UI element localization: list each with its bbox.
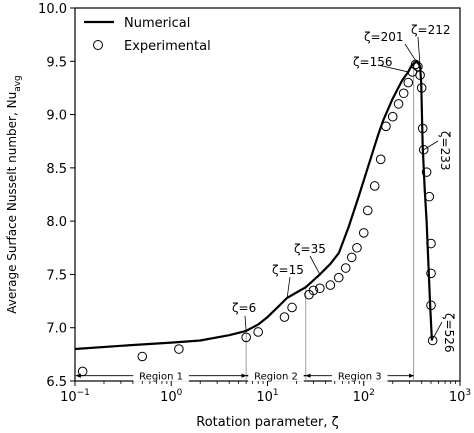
- annotation-label: ζ=6: [232, 301, 256, 315]
- legend-marker-swatch: [93, 40, 103, 50]
- region-label: Region 1: [139, 372, 183, 383]
- experimental-point: [387, 111, 398, 122]
- experimental-point: [315, 283, 325, 294]
- experimental-point: [369, 181, 380, 191]
- y-tick-label: 10.0: [38, 2, 67, 17]
- region-boundary-lines: [245, 61, 415, 381]
- numerical-line: [74, 60, 433, 351]
- experimental-point: [427, 335, 438, 346]
- experimental-point: [287, 302, 297, 313]
- annotation-leader: [417, 36, 421, 67]
- experimental-point: [426, 238, 436, 249]
- experimental-point: [417, 123, 428, 134]
- annotation-leader: [404, 43, 417, 62]
- y-tick-label: 7.0: [46, 322, 67, 337]
- experimental-point: [426, 300, 436, 311]
- region-label-bg: [331, 368, 388, 382]
- experimental-point: [340, 263, 351, 273]
- series-layer: [74, 59, 438, 377]
- axes-layer: 10−1 100 101 102 103 6.5 7.0 7.5 8.0 8.5 9.0 9.5 10.…: [38, 2, 471, 405]
- experimental-point: [253, 327, 263, 337]
- experimental-point: [241, 332, 251, 343]
- experimental-point: [426, 268, 436, 279]
- experimental-point: [333, 272, 344, 283]
- region-band: Region 1 Region 2 Region 3: [75, 368, 415, 383]
- y-tick-label: 9.0: [46, 109, 67, 124]
- annotation-leader: [377, 64, 409, 73]
- experimental-point: [398, 88, 409, 99]
- experimental-point: [403, 77, 414, 88]
- x-tick-label: 102: [353, 388, 375, 405]
- annotation-label: ζ=526: [442, 313, 456, 353]
- experimental-point: [325, 280, 336, 290]
- annotation-leader: [286, 276, 291, 298]
- annotation-label: ζ=233: [438, 131, 452, 171]
- experimental-point: [375, 154, 386, 165]
- y-tick-label: 8.5: [46, 162, 67, 177]
- annotations: ζ=6 ζ=15 ζ=35 ζ=156 ζ=201 ζ=212 ζ=233 ζ=526: [232, 23, 456, 353]
- experimental-point: [381, 121, 391, 132]
- y-tick-label: 6.5: [46, 375, 67, 390]
- experimental-point: [358, 228, 369, 238]
- annotation-label: ζ=156: [353, 55, 393, 69]
- experimental-point: [418, 144, 429, 155]
- experimental-point: [352, 242, 362, 253]
- y-axis-label: Average Surface Nusselt number, Nuavg: [5, 75, 23, 314]
- experimental-point: [393, 99, 404, 109]
- region-label: Region 2: [254, 372, 298, 383]
- x-tick-label: 10−1: [60, 388, 90, 405]
- axis-labels: Rotation parameter, ζ Average Surface Nus…: [5, 75, 339, 430]
- experimental-point: [308, 285, 319, 296]
- plot-area-border: [74, 7, 461, 382]
- region-label-bg: [133, 368, 189, 382]
- region-label: Region 3: [338, 372, 382, 383]
- annotation-leader: [244, 315, 247, 331]
- experimental-point: [137, 351, 148, 362]
- annotation-leader: [309, 255, 321, 275]
- annotation-leader: [431, 321, 443, 341]
- annotation-label: ζ=35: [294, 242, 326, 256]
- annotation-leader: [423, 140, 439, 151]
- experimental-point: [424, 191, 435, 202]
- experimental-point: [415, 70, 425, 80]
- annotation-label: ζ=15: [272, 263, 304, 277]
- legend-label-experimental: Experimental: [124, 39, 211, 54]
- experimental-point: [77, 366, 88, 377]
- y-tick-label: 9.5: [46, 55, 67, 70]
- x-tick-label: 103: [449, 388, 471, 405]
- x-tick-label: 101: [256, 388, 278, 405]
- experimental-point: [174, 344, 184, 354]
- legend-label-numerical: Numerical: [124, 16, 190, 31]
- annotation-label: ζ=212: [411, 23, 451, 37]
- region-label-bg: [248, 368, 304, 382]
- annotation-label: ζ=201: [364, 30, 404, 44]
- legend: Numerical Experimental: [84, 16, 211, 54]
- experimental-point: [416, 83, 427, 93]
- x-axis-label: Rotation parameter, ζ: [196, 415, 338, 430]
- experimental-point: [346, 252, 357, 263]
- experimental-point: [421, 167, 432, 177]
- x-tick-label: 100: [160, 388, 183, 405]
- experimental-point: [279, 312, 290, 322]
- plot-frame: [74, 7, 461, 382]
- y-tick-label: 7.5: [46, 268, 67, 283]
- experimental-point: [362, 205, 373, 216]
- y-tick-label: 8.0: [46, 215, 67, 230]
